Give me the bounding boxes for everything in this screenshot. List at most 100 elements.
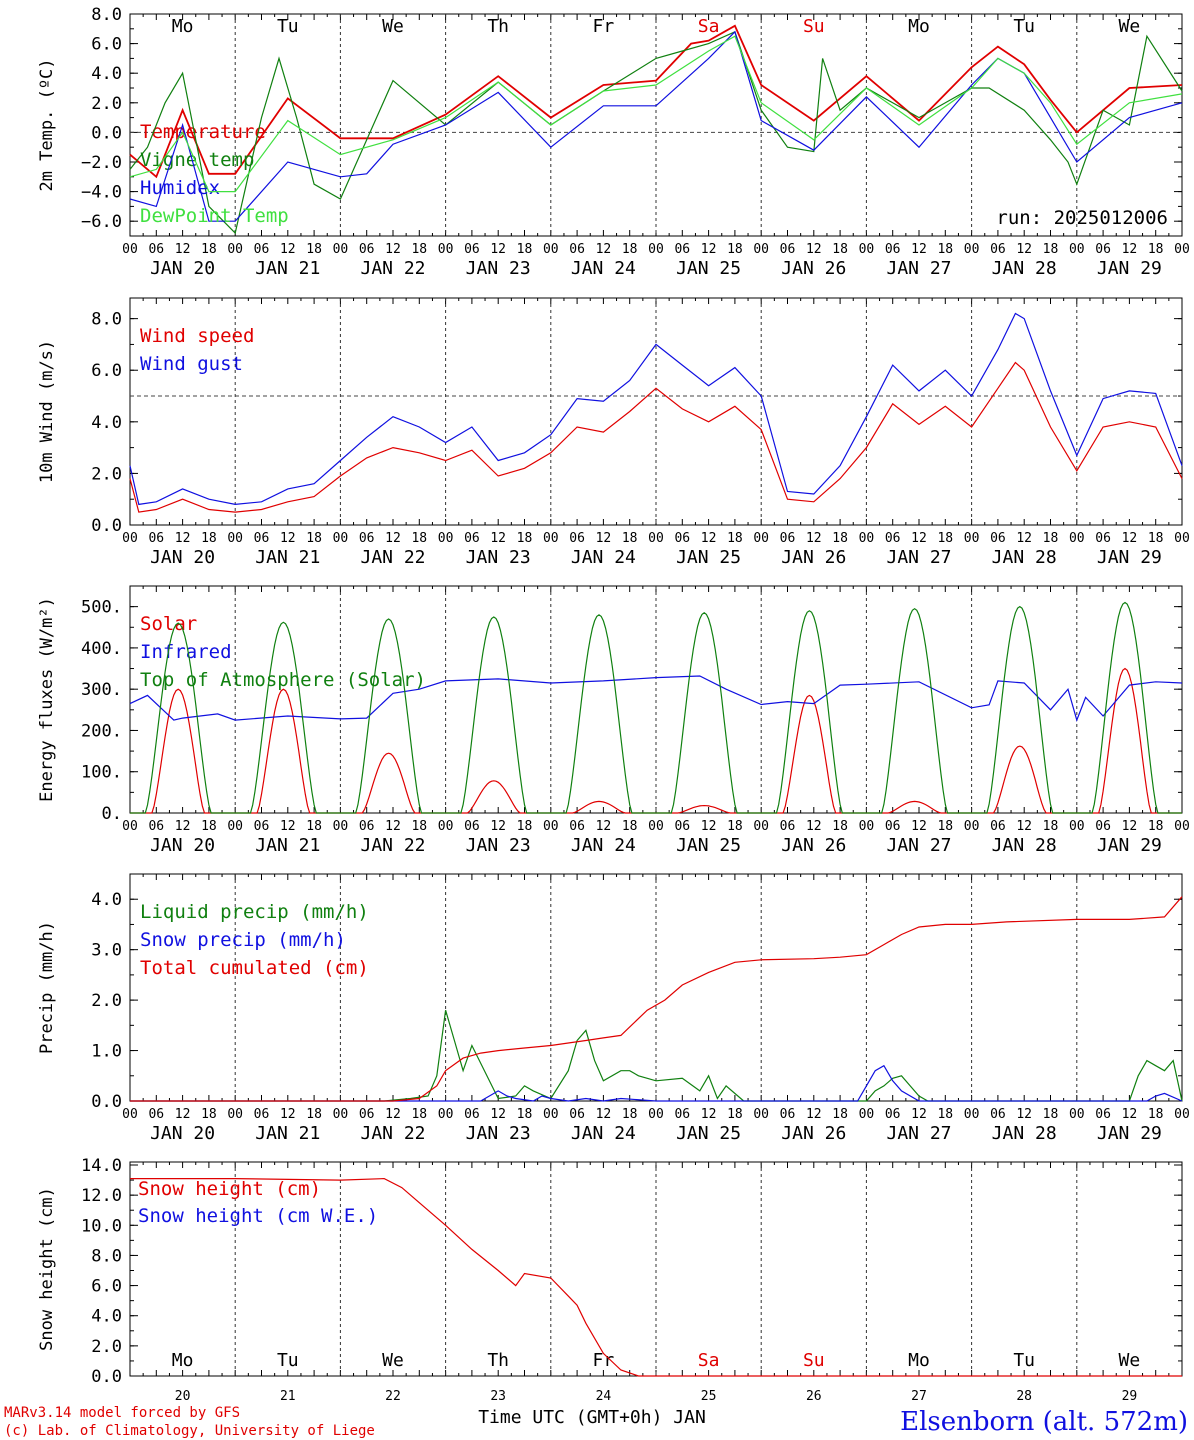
- hour-label: 06: [674, 819, 690, 834]
- y-tick-label: 2.0: [91, 464, 122, 484]
- y-tick-label: 4.0: [91, 890, 122, 910]
- hour-label: 00: [438, 1107, 454, 1122]
- day-number-label: 25: [701, 1389, 717, 1404]
- day-label: JAN 28: [992, 1123, 1057, 1144]
- hour-label: 18: [411, 1107, 427, 1122]
- hour-label: 18: [1148, 1107, 1164, 1122]
- hour-label: 00: [1174, 242, 1190, 257]
- weekday-label: Tu: [1013, 16, 1035, 37]
- hour-label: 12: [385, 242, 401, 257]
- hour-label: 00: [1069, 242, 1085, 257]
- y-tick-label: 0.: [102, 804, 122, 824]
- day-label: JAN 20: [150, 1123, 215, 1144]
- hour-label: 18: [306, 531, 322, 546]
- hour-label: 00: [543, 819, 559, 834]
- day-label: JAN 28: [992, 258, 1057, 279]
- hour-label: 00: [543, 242, 559, 257]
- hour-label: 00: [543, 1107, 559, 1122]
- legend-entry: Liquid precip (mm/h): [140, 901, 369, 923]
- hour-label: 12: [806, 531, 822, 546]
- credit-line-2: (c) Lab. of Climatology, University of L…: [4, 1423, 375, 1439]
- day-label: JAN 29: [1097, 258, 1162, 279]
- day-number-label: 26: [806, 1389, 822, 1404]
- day-label: JAN 22: [360, 835, 425, 856]
- hour-label: 18: [201, 242, 217, 257]
- hour-label: 12: [596, 1107, 612, 1122]
- weekday-label: Fr: [593, 16, 615, 37]
- weekday-label: Tu: [277, 1350, 299, 1371]
- y-tick-label: 0.0: [91, 516, 122, 536]
- weekday-label: Th: [487, 1350, 509, 1371]
- day-label: JAN 24: [571, 1123, 636, 1144]
- hour-label: 06: [148, 819, 164, 834]
- day-label: JAN 23: [466, 547, 531, 568]
- hour-label: 12: [701, 819, 717, 834]
- x-axis-label: Time UTC (GMT+0h) JAN: [478, 1407, 706, 1428]
- run-annotation: run: 2025012006: [996, 207, 1168, 229]
- day-label: JAN 29: [1097, 547, 1162, 568]
- hour-label: 12: [911, 819, 927, 834]
- hour-label: 12: [175, 1107, 191, 1122]
- hour-label: 18: [937, 1107, 953, 1122]
- hour-label: 06: [1095, 819, 1111, 834]
- hour-label: 06: [569, 242, 585, 257]
- y-tick-label: 0.0: [91, 1367, 122, 1387]
- hour-label: 12: [385, 819, 401, 834]
- y-axis-label: Precip (mm/h): [37, 921, 57, 1054]
- hour-label: 18: [937, 531, 953, 546]
- day-label: JAN 25: [676, 258, 741, 279]
- series-line-vigne-temp: [129, 30, 1183, 235]
- hour-label: 12: [806, 242, 822, 257]
- hour-label: 00: [1069, 819, 1085, 834]
- hour-label: 00: [227, 819, 243, 834]
- series-line-infrared: [129, 675, 1183, 722]
- hour-label: 00: [1174, 1107, 1190, 1122]
- hour-label: 12: [806, 819, 822, 834]
- hour-label: 12: [1016, 531, 1032, 546]
- series-line-humidex: [129, 30, 1183, 222]
- hour-label: 18: [1148, 531, 1164, 546]
- hour-label: 00: [438, 531, 454, 546]
- hour-label: 12: [490, 819, 506, 834]
- hour-label: 18: [306, 819, 322, 834]
- hour-label: 06: [1095, 242, 1111, 257]
- hour-label: 06: [569, 819, 585, 834]
- hour-label: 18: [937, 242, 953, 257]
- panel-3: 0. 100. 200. 300. 400. 500. Energy fluxes (W/m…: [37, 585, 1190, 856]
- hour-label: 00: [333, 819, 349, 834]
- y-tick-label: 4.0: [91, 64, 122, 84]
- day-label: JAN 21: [255, 835, 320, 856]
- weekday-label: We: [1119, 1350, 1141, 1371]
- legend-entry: Solar: [140, 613, 197, 635]
- day-label: JAN 29: [1097, 835, 1162, 856]
- hour-label: 00: [1174, 819, 1190, 834]
- hour-label: 12: [1122, 1107, 1138, 1122]
- day-number-label: 22: [385, 1389, 401, 1404]
- hour-label: 06: [148, 1107, 164, 1122]
- legend-entry: Temperature: [140, 121, 266, 143]
- y-tick-label: 2.0: [91, 94, 122, 114]
- hour-label: 00: [753, 819, 769, 834]
- hour-label: 06: [1095, 1107, 1111, 1122]
- legend-entry: Humidex: [140, 177, 220, 199]
- day-label: JAN 22: [360, 258, 425, 279]
- y-tick-label: 100.: [81, 763, 122, 783]
- hour-label: 00: [648, 242, 664, 257]
- hour-label: 06: [464, 1107, 480, 1122]
- hour-label: 06: [1095, 531, 1111, 546]
- hour-label: 00: [333, 531, 349, 546]
- hour-label: 00: [1174, 531, 1190, 546]
- hour-label: 12: [1122, 242, 1138, 257]
- day-number-label: 24: [596, 1389, 612, 1404]
- day-label: JAN 25: [676, 835, 741, 856]
- day-label: JAN 28: [992, 547, 1057, 568]
- y-tick-label: −6.0: [81, 212, 122, 232]
- y-tick-label: 4.0: [91, 413, 122, 433]
- hour-label: 06: [464, 242, 480, 257]
- weekday-label: Mo: [172, 1350, 194, 1371]
- hour-label: 00: [438, 242, 454, 257]
- day-label: JAN 21: [255, 547, 320, 568]
- day-number-label: 20: [175, 1389, 191, 1404]
- day-number-label: 27: [911, 1389, 927, 1404]
